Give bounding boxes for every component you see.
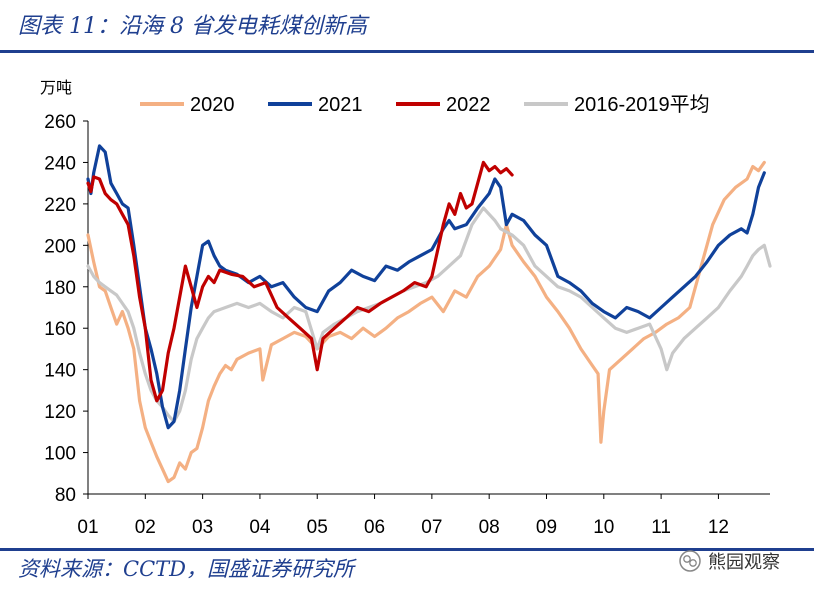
line-chart: 80 100 120 140 160 180 200 220 240 260 01 02 03 04 05 0… xyxy=(40,78,772,538)
legend-label: 2016-2019平均 xyxy=(574,93,710,116)
y-tick-label: 80 xyxy=(55,485,76,506)
x-tick-label: 11 xyxy=(651,517,671,538)
x-tick-label: 04 xyxy=(249,517,271,538)
x-tick-label: 12 xyxy=(708,517,729,538)
watermark-text: 熊园观察 xyxy=(708,552,780,573)
legend: 2020 2021 2022 2016-2019平均 xyxy=(140,93,710,116)
x-tick-label: 07 xyxy=(421,517,442,538)
x-tick-label: 03 xyxy=(192,517,213,538)
x-tick-label: 08 xyxy=(479,517,500,538)
series-group xyxy=(86,144,772,484)
x-tick-label: 10 xyxy=(593,517,614,538)
legend-label: 2020 xyxy=(190,94,235,116)
x-tick-label: 01 xyxy=(77,517,98,538)
series-line-2020 xyxy=(86,160,766,484)
x-tick-label: 09 xyxy=(536,517,557,538)
axes-group: 80 100 120 140 160 180 200 220 240 260 01 02 03 04 05 0… xyxy=(44,112,770,538)
y-unit-label: 万吨 xyxy=(40,78,72,97)
y-tick-label: 240 xyxy=(44,153,76,174)
legend-label: 2022 xyxy=(446,94,491,116)
wechat-icon xyxy=(679,550,701,572)
top-rule xyxy=(0,50,814,53)
x-tick-label: 06 xyxy=(364,517,385,538)
y-tick-label: 220 xyxy=(44,195,76,216)
series-line-2021 xyxy=(86,144,766,430)
x-tick-label: 02 xyxy=(135,517,156,538)
source-note: 资料来源：CCTD，国盛证券研究所 xyxy=(18,557,354,581)
x-tick-label: 05 xyxy=(307,517,328,538)
watermark: 熊园观察 xyxy=(678,548,780,574)
series-line-2022 xyxy=(86,160,514,403)
y-tick-label: 120 xyxy=(44,402,76,423)
y-tick-label: 200 xyxy=(44,236,76,257)
legend-label: 2021 xyxy=(318,94,363,116)
y-tick-label: 180 xyxy=(44,278,76,299)
y-tick-label: 140 xyxy=(44,361,76,382)
bottom-rule xyxy=(0,548,814,551)
y-tick-label: 260 xyxy=(44,112,76,133)
y-tick-label: 100 xyxy=(44,444,76,465)
figure-title: 图表 11：沿海 8 省发电耗煤创新高 xyxy=(18,14,367,39)
y-tick-label: 160 xyxy=(44,319,76,340)
